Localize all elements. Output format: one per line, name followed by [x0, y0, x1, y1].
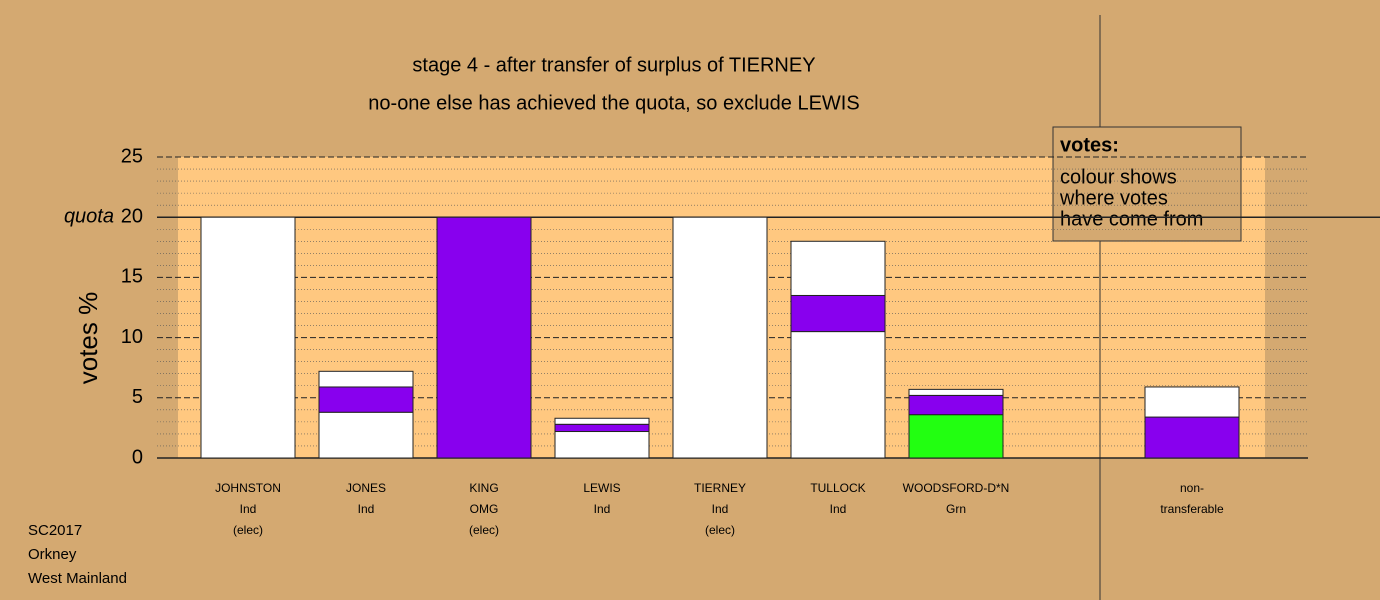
footer-text: SC2017 [28, 522, 82, 539]
x-tick-label: (elec) [233, 523, 263, 537]
x-tick-label: Ind [712, 502, 729, 516]
x-tick-label: (elec) [705, 523, 735, 537]
bar-segment [790, 240, 886, 296]
x-tick-label: TIERNEY [694, 481, 746, 495]
bar-segment [790, 331, 886, 459]
bar-segment [318, 411, 414, 459]
x-tick-label: Ind [240, 502, 257, 516]
x-tick-label: (elec) [469, 523, 499, 537]
y-axis-label: votes % [73, 292, 103, 385]
bar-segment [554, 417, 650, 425]
x-tick-label: Grn [946, 502, 966, 516]
y-tick-label: 10 [121, 326, 143, 348]
legend-text: have come from [1060, 208, 1203, 230]
x-tick-label: Ind [830, 502, 847, 516]
x-tick-label: transferable [1160, 502, 1224, 516]
x-tick-label: WOODSFORD-D*N [903, 481, 1010, 495]
x-tick-label: LEWIS [583, 481, 620, 495]
quota-label: quota [64, 205, 114, 227]
x-tick-label: JONES [346, 481, 386, 495]
y-tick-label: 20 [121, 205, 143, 227]
y-tick-label: 5 [132, 386, 143, 408]
legend-text: colour shows [1060, 166, 1177, 188]
chart-title: stage 4 - after transfer of surplus of T… [412, 54, 815, 76]
legend-title: votes: [1060, 134, 1119, 156]
x-tick-label: OMG [470, 502, 499, 516]
chart-subtitle: no-one else has achieved the quota, so e… [368, 92, 859, 114]
bar-segment [318, 370, 414, 388]
bar-segment [1144, 416, 1240, 459]
bar-segment [908, 414, 1004, 459]
y-tick-label: 25 [121, 145, 143, 167]
x-tick-label: non- [1180, 481, 1204, 495]
bar-segment [554, 423, 650, 433]
y-tick-label: 0 [132, 446, 143, 468]
bar-segment [200, 216, 296, 459]
x-tick-label: Ind [594, 502, 611, 516]
footer-text: Orkney [28, 546, 77, 563]
bar-segment [318, 386, 414, 413]
bar-segment [908, 394, 1004, 416]
x-tick-label: Ind [358, 502, 375, 516]
bar-segment [1144, 386, 1240, 418]
footer-text: West Mainland [28, 570, 127, 587]
bar-segment [554, 431, 650, 459]
bar-segment [908, 388, 1004, 396]
bar-segment [790, 294, 886, 333]
x-tick-label: KING [469, 481, 498, 495]
y-tick-label: 15 [121, 266, 143, 288]
x-tick-label: TULLOCK [810, 481, 865, 495]
bar-segment [436, 216, 532, 459]
legend-text: where votes [1059, 187, 1168, 209]
x-tick-label: JOHNSTON [215, 481, 281, 495]
bar-segment [672, 216, 768, 459]
